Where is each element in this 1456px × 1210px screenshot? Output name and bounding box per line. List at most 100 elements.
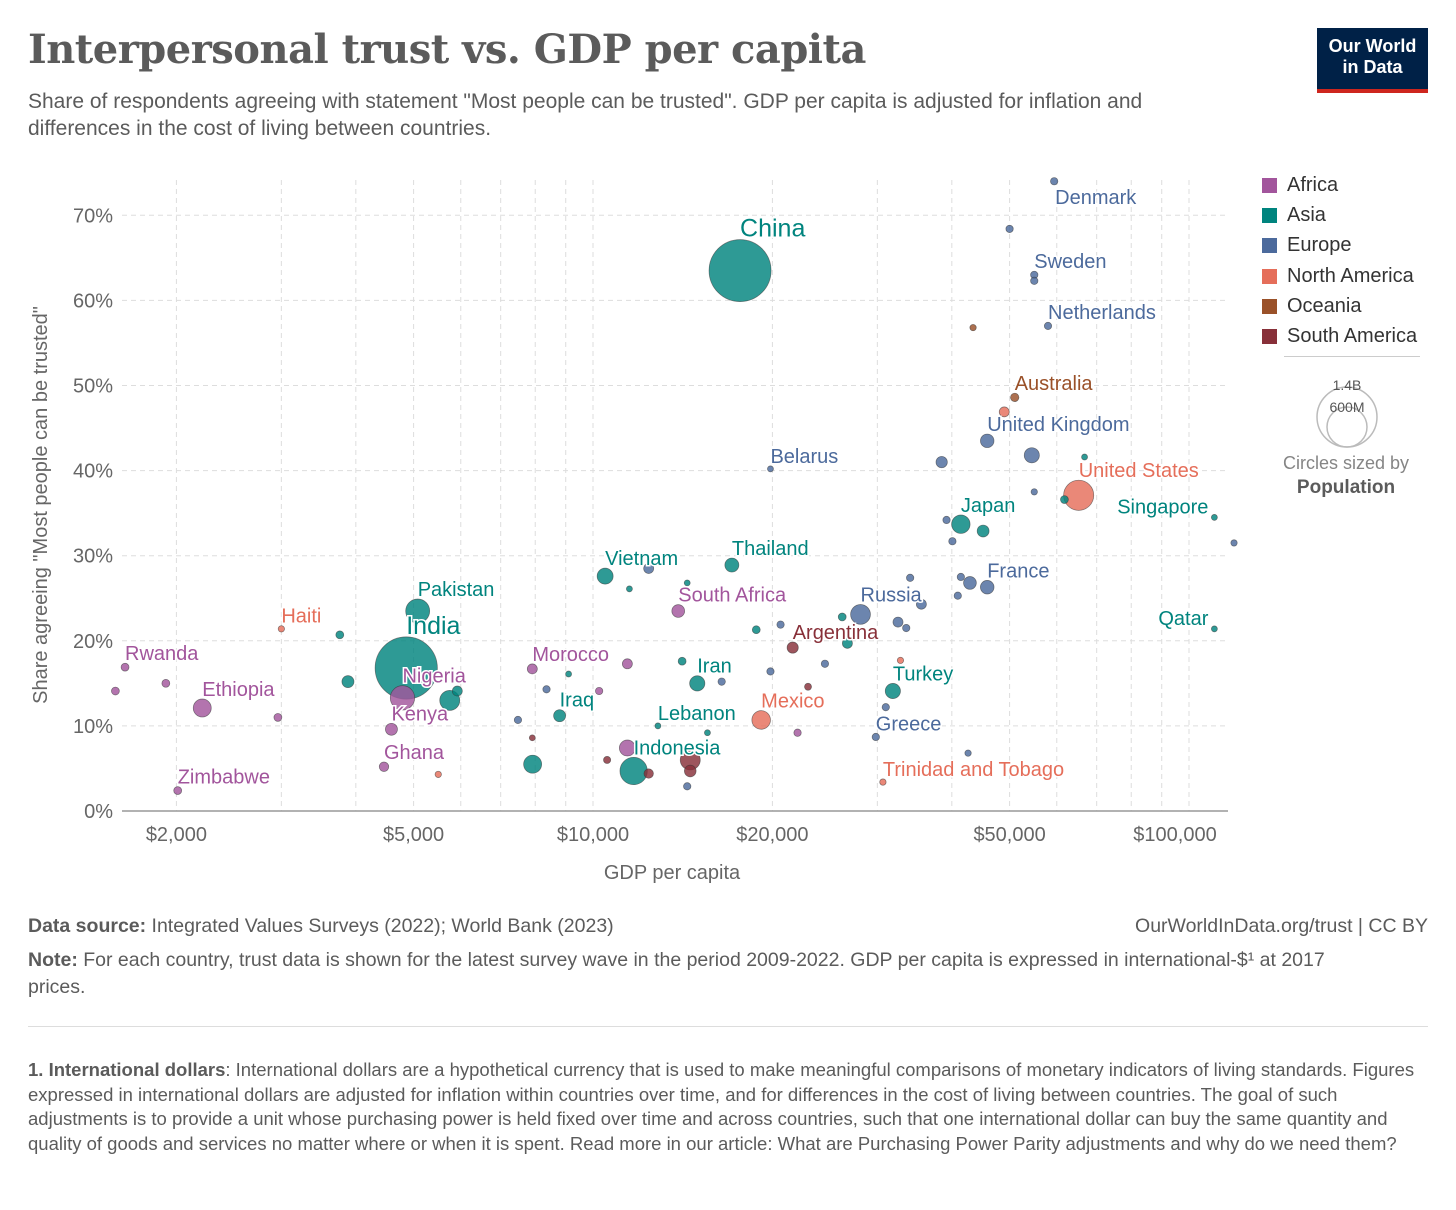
data-point[interactable] (1081, 453, 1088, 461)
data-point[interactable] (976, 524, 990, 538)
data-point[interactable] (1005, 224, 1014, 233)
data-point[interactable] (751, 710, 771, 730)
data-point[interactable] (526, 663, 538, 675)
data-point[interactable] (804, 682, 812, 691)
data-point[interactable] (173, 786, 183, 795)
data-point[interactable] (277, 625, 285, 633)
data-point[interactable] (935, 456, 948, 469)
data-point[interactable] (948, 537, 957, 546)
data-point[interactable] (513, 715, 522, 724)
data-point[interactable] (704, 729, 711, 737)
legend-item-europe[interactable]: Europe (1262, 231, 1417, 261)
data-point[interactable] (998, 406, 1010, 418)
data-point[interactable] (751, 625, 761, 635)
data-point[interactable] (766, 667, 775, 676)
data-point[interactable] (683, 579, 691, 587)
y-tick-label: 50% (73, 376, 113, 398)
data-point[interactable] (906, 573, 915, 582)
data-point[interactable] (1211, 625, 1218, 633)
data-point[interactable] (1063, 479, 1095, 511)
data-point[interactable] (717, 677, 726, 686)
data-point[interactable] (1030, 488, 1038, 496)
data-point[interactable] (1211, 514, 1218, 521)
legend-item-oceania[interactable]: Oceania (1262, 291, 1417, 321)
data-point[interactable] (708, 239, 772, 302)
data-point[interactable] (565, 670, 572, 678)
data-point[interactable] (842, 637, 853, 649)
owid-logo[interactable]: Our World in Data (1317, 28, 1428, 93)
data-point[interactable] (405, 598, 431, 624)
legend-item-south-america[interactable]: South America (1262, 321, 1417, 351)
data-point[interactable] (942, 515, 951, 525)
data-point[interactable] (335, 630, 345, 640)
data-point[interactable] (671, 604, 685, 618)
data-point[interactable] (969, 324, 977, 332)
data-point[interactable] (902, 623, 911, 633)
data-point[interactable] (553, 709, 566, 723)
data-point[interactable] (837, 612, 847, 622)
data-point[interactable] (953, 591, 962, 600)
data-point[interactable] (881, 703, 890, 712)
data-point[interactable] (684, 764, 697, 778)
data-point[interactable] (643, 768, 654, 779)
data-point[interactable] (385, 722, 398, 736)
data-point[interactable] (767, 465, 774, 473)
legend-item-asia[interactable]: Asia (1262, 200, 1417, 230)
data-point[interactable] (619, 756, 648, 786)
data-point[interactable] (654, 722, 662, 730)
data-point[interactable] (451, 685, 463, 697)
data-point[interactable] (528, 734, 536, 742)
data-point[interactable] (915, 598, 927, 610)
data-point[interactable] (1023, 447, 1040, 464)
data-point[interactable] (341, 675, 355, 689)
data-point[interactable] (776, 620, 785, 629)
data-point[interactable] (1043, 321, 1053, 330)
data-point[interactable] (1010, 392, 1020, 402)
legend-swatch (1262, 238, 1277, 254)
data-point[interactable] (964, 749, 972, 757)
data-point[interactable] (161, 679, 171, 688)
source-url[interactable]: OurWorldInData.org/trust | CC BY (1135, 915, 1428, 937)
data-point[interactable] (879, 778, 887, 786)
data-point[interactable] (1030, 276, 1039, 285)
data-point[interactable] (626, 585, 633, 593)
data-point[interactable] (192, 698, 212, 718)
data-point[interactable] (951, 514, 971, 534)
data-point[interactable] (896, 656, 905, 664)
data-point[interactable] (1050, 177, 1059, 186)
data-point[interactable] (850, 604, 871, 625)
data-point[interactable] (542, 685, 551, 694)
data-point[interactable] (596, 567, 614, 585)
data-point[interactable] (603, 755, 612, 764)
point-label: Mexico (761, 691, 824, 713)
data-point[interactable] (956, 572, 965, 582)
data-point[interactable] (884, 683, 901, 699)
data-point[interactable] (1230, 539, 1238, 547)
data-point[interactable] (683, 782, 692, 791)
data-point[interactable] (786, 641, 799, 654)
data-point[interactable] (621, 658, 633, 670)
data-point[interactable] (120, 662, 130, 672)
data-point[interactable] (820, 659, 829, 668)
data-point[interactable] (389, 685, 416, 711)
data-point[interactable] (871, 732, 880, 742)
data-point[interactable] (619, 739, 636, 757)
data-point[interactable] (793, 728, 802, 737)
legend-item-africa[interactable]: Africa (1262, 170, 1417, 200)
data-point[interactable] (724, 557, 740, 573)
data-point[interactable] (111, 686, 120, 696)
legend-item-north-america[interactable]: North America (1262, 261, 1417, 291)
data-point[interactable] (434, 770, 442, 778)
data-point[interactable] (689, 675, 706, 692)
data-point[interactable] (677, 656, 687, 666)
data-point[interactable] (523, 754, 543, 774)
data-point[interactable] (273, 713, 283, 722)
data-point[interactable] (980, 433, 995, 448)
data-point[interactable] (595, 686, 604, 696)
data-point[interactable] (1060, 495, 1069, 504)
data-point[interactable] (892, 616, 904, 628)
data-point[interactable] (643, 563, 655, 574)
data-point[interactable] (378, 761, 390, 772)
data-point[interactable] (963, 576, 977, 590)
data-point[interactable] (980, 580, 995, 595)
